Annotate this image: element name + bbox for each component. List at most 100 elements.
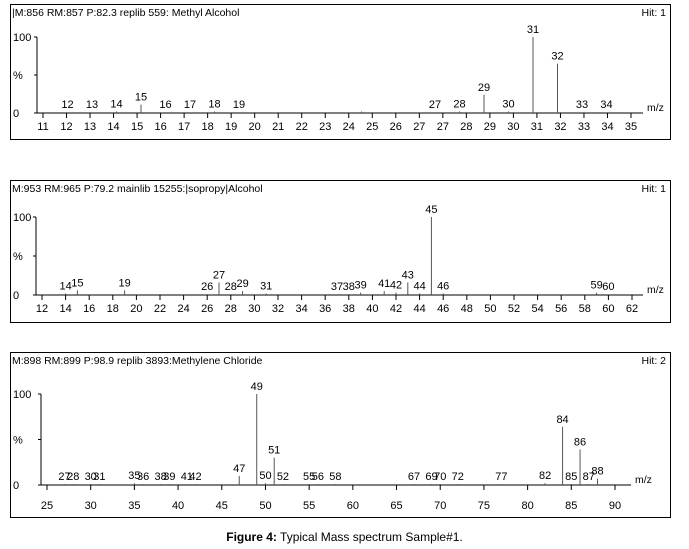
spectrum-panel-methylene-chloride: M:898 RM:899 P:98.9 replib 3893:Methylen… (10, 352, 671, 518)
spectrum-panel-isopropyl-alcohol: M:953 RM:965 P:79.2 mainlib 15255:|sopro… (10, 180, 671, 323)
peak-label: 55 (303, 471, 315, 483)
peak-label: 46 (437, 280, 449, 292)
x-tick-label: 17 (178, 121, 190, 133)
spectrum-chart-isopropyl-alcohol: 100% 0 m/z 12 14 16 18 20 22 24 26 28 30 32 34 36 38 40 42… (13, 204, 664, 315)
peak-label: 13 (86, 99, 98, 111)
peak-label: 86 (574, 437, 586, 449)
x-tick-label: 27 (413, 121, 425, 133)
x-tick-label: 12 (60, 121, 72, 133)
y-tick-label: 100 (13, 212, 31, 224)
x-tick-label: 32 (554, 121, 566, 133)
x-tick-label: 50 (259, 500, 271, 512)
x-tick-label: 23 (319, 121, 331, 133)
peak-label: 31 (93, 471, 105, 483)
peak-label: 18 (208, 98, 220, 110)
peak-label: 27 (58, 471, 70, 483)
peak-label: 28 (453, 98, 465, 110)
x-axis-label: m/z (647, 284, 664, 296)
spectrum-header: M:898 RM:899 P:98.9 replib 3893:Methylen… (12, 355, 263, 367)
x-tick-label: 26 (390, 121, 402, 133)
peak-label: 88 (591, 466, 603, 478)
peak-label: 45 (425, 204, 437, 216)
x-tick-label: 15 (131, 121, 143, 133)
peak-label: 34 (600, 99, 612, 111)
x-tick-label: 30 (507, 121, 519, 133)
y-tick-label: 0 (13, 290, 19, 302)
x-tick-label: 22 (154, 303, 166, 315)
x-tick-label: 35 (128, 500, 140, 512)
peak-label: 39 (163, 471, 175, 483)
peak-label: 42 (189, 471, 201, 483)
peak-label: 33 (576, 99, 588, 111)
x-tick-label: 50 (484, 303, 496, 315)
peak-label: 72 (452, 471, 464, 483)
figure-caption-text: Typical Mass spectrum Sample#1. (276, 530, 463, 544)
peak-label: 35 (128, 470, 140, 482)
peak-label: 29 (236, 278, 248, 290)
peak-label: 19 (118, 277, 130, 289)
x-tick-label: 33 (578, 121, 590, 133)
peak-label: 14 (110, 98, 122, 110)
x-tick-label: 70 (434, 500, 446, 512)
x-tick-label: 44 (413, 303, 425, 315)
x-tick-label: 28 (225, 303, 237, 315)
spectrum-panel-methyl-alcohol: |M:856 RM:857 P:82.3 replib 559: Methyl … (10, 4, 671, 140)
x-tick-label: 45 (216, 500, 228, 512)
x-tick-label: 80 (521, 500, 533, 512)
spectrum-chart-methyl-alcohol: 100% 0 m/z 11 12 13 14 15 16 17 18 19 20 21 22 23 24 25 26… (13, 24, 664, 133)
x-tick-label: 29 (484, 121, 496, 133)
peak-label: 59 (590, 280, 602, 292)
x-tick-label: 30 (85, 500, 97, 512)
x-tick-label: 42 (390, 303, 402, 315)
peak-label: 51 (268, 445, 280, 457)
x-tick-label: 30 (248, 303, 260, 315)
figure-caption-label: Figure 4: (226, 530, 277, 544)
x-tick-label: 25 (366, 121, 378, 133)
x-tick-label: 52 (508, 303, 520, 315)
peak-label: 15 (135, 92, 147, 104)
peak-label: 31 (260, 280, 272, 292)
x-tick-label: 14 (107, 121, 119, 133)
x-tick-label: 14 (59, 303, 71, 315)
x-tick-label: 24 (177, 303, 189, 315)
spectrum-header: |M:856 RM:857 P:82.3 replib 559: Methyl … (12, 7, 240, 19)
peak-label: 56 (312, 471, 324, 483)
x-tick-label: 40 (172, 500, 184, 512)
peak-label: 44 (413, 280, 425, 292)
peak-label: 19 (233, 99, 245, 111)
peak-label: 52 (277, 471, 289, 483)
peak-label: 38 (154, 471, 166, 483)
x-tick-label: 22 (296, 121, 308, 133)
peak-label: 60 (602, 281, 614, 293)
peak-label: 28 (225, 281, 237, 293)
x-tick-label: 21 (272, 121, 284, 133)
peak-label: 16 (159, 99, 171, 111)
peak-label: 27 (429, 99, 441, 111)
peak-label: 67 (408, 471, 420, 483)
y-tick-label: % (13, 70, 23, 82)
y-tick-label: 0 (13, 480, 19, 492)
x-tick-label: 54 (531, 303, 543, 315)
x-tick-label: 18 (107, 303, 119, 315)
x-tick-label: 38 (343, 303, 355, 315)
peak-label: 58 (329, 471, 341, 483)
x-tick-label: 85 (565, 500, 577, 512)
peak-label: 69 (425, 471, 437, 483)
x-tick-label: 40 (366, 303, 378, 315)
spectrum-header: M:953 RM:965 P:79.2 mainlib 15255:|sopro… (12, 183, 263, 195)
x-tick-label: 46 (437, 303, 449, 315)
x-tick-label: 56 (555, 303, 567, 315)
x-tick-label: 27 (437, 121, 449, 133)
x-tick-label: 65 (390, 500, 402, 512)
x-tick-label: 36 (319, 303, 331, 315)
peak-label: 77 (495, 471, 507, 483)
x-axis-label: m/z (635, 474, 652, 486)
x-tick-label: 25 (41, 500, 53, 512)
hit-label: Hit: 2 (641, 355, 666, 367)
peak-label: 43 (402, 270, 414, 282)
x-tick-label: 26 (201, 303, 213, 315)
peak-label: 39 (354, 280, 366, 292)
x-tick-label: 16 (154, 121, 166, 133)
peak-label: 87 (583, 471, 595, 483)
x-tick-label: 18 (202, 121, 214, 133)
